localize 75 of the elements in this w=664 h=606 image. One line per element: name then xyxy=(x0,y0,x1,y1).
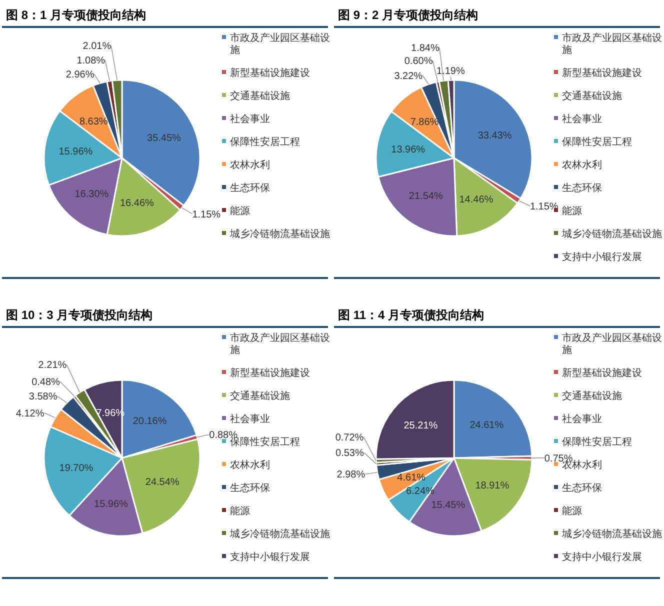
legend-label: 社会事业 xyxy=(230,113,270,125)
data-label: 3.58% xyxy=(28,392,58,403)
data-label: 16.30% xyxy=(74,189,109,200)
data-label: 18.91% xyxy=(475,480,510,492)
legend-label: 农林水利 xyxy=(230,159,270,171)
data-label: 15.45% xyxy=(431,500,466,511)
legend-label: 市政及产业园区基础设施 xyxy=(230,332,330,356)
legend-label: 能源 xyxy=(562,505,582,517)
data-label: 15.96% xyxy=(58,146,93,158)
data-label: 1.15% xyxy=(192,209,221,220)
data-label: 33.43% xyxy=(478,130,512,142)
legend-label: 农林水利 xyxy=(562,459,602,471)
legend-label: 新型基础设施建设 xyxy=(230,67,310,79)
legend-label: 农林水利 xyxy=(562,159,602,171)
legend-label: 生态环保 xyxy=(230,182,270,194)
legend-label: 交通基础设施 xyxy=(562,90,622,102)
legend-label: 支持中小银行发展 xyxy=(562,251,642,263)
data-label: 0.53% xyxy=(336,448,364,460)
data-label: 1.19% xyxy=(436,66,465,78)
chart-title: 图 9：2 月专项债投向结构 xyxy=(338,8,478,22)
legend-label: 新型基础设施建设 xyxy=(562,67,642,79)
data-label: 19.70% xyxy=(59,463,94,474)
data-label: 25.21% xyxy=(404,420,438,432)
legend-label: 生态环保 xyxy=(562,182,602,194)
legend-label: 交通基础设施 xyxy=(230,390,290,402)
legend-label: 保障性安居工程 xyxy=(562,136,632,148)
legend-label: 交通基础设施 xyxy=(562,390,622,402)
data-label: 1.84% xyxy=(411,42,440,54)
chart-title: 图 10：3 月专项债投向结构 xyxy=(6,308,153,322)
legend-label: 农林水利 xyxy=(230,459,270,471)
data-label: 1.08% xyxy=(76,55,106,66)
legend-label: 城乡冷链物流基础设施 xyxy=(561,228,662,240)
legend-label: 社会事业 xyxy=(230,413,270,425)
legend-label: 能源 xyxy=(230,205,250,217)
data-label: 2.01% xyxy=(82,40,112,52)
legend-label: 城乡冷链物流基础设施 xyxy=(229,528,330,540)
legend-label: 支持中小银行发展 xyxy=(230,551,310,563)
legend-label: 保障性安居工程 xyxy=(230,136,300,148)
data-label: 3.22% xyxy=(394,70,423,82)
legend-label: 能源 xyxy=(230,505,250,517)
data-label: 0.60% xyxy=(404,56,433,68)
legend-label: 城乡冷链物流基础设施 xyxy=(561,528,662,540)
data-label: 2.96% xyxy=(66,70,94,81)
legend-label: 新型基础设施建设 xyxy=(230,367,310,379)
data-label: 13.96% xyxy=(391,144,426,156)
data-label: 14.46% xyxy=(459,194,494,206)
data-label: 20.16% xyxy=(132,416,167,427)
chart-title: 图 11：4 月专项债投向结构 xyxy=(338,308,484,322)
data-label: 24.61% xyxy=(470,420,504,431)
legend-label: 支持中小银行发展 xyxy=(562,551,642,563)
legend-label: 保障性安居工程 xyxy=(562,436,632,448)
data-label: 24.54% xyxy=(145,477,180,488)
legend-label: 市政及产业园区基础设施 xyxy=(562,332,662,356)
data-label: 1.15% xyxy=(530,202,558,213)
chart-title: 图 8：1 月专项债投向结构 xyxy=(6,8,146,22)
data-label: 35.45% xyxy=(147,132,182,144)
legend-label: 市政及产业园区基础设施 xyxy=(562,32,662,56)
data-label: 8.63% xyxy=(79,116,108,128)
data-label: 0.48% xyxy=(32,376,60,388)
legend-label: 社会事业 xyxy=(562,113,602,125)
legend-label: 城乡冷链物流基础设施 xyxy=(229,228,330,240)
data-label: 16.46% xyxy=(120,198,154,209)
data-label: 2.98% xyxy=(336,470,366,481)
legend-label: 新型基础设施建设 xyxy=(562,367,642,379)
legend-label: 生态环保 xyxy=(230,482,270,494)
data-label: 4.12% xyxy=(16,408,44,420)
legend-label: 能源 xyxy=(562,205,582,217)
legend-label: 社会事业 xyxy=(562,413,602,425)
data-label: 21.54% xyxy=(408,190,443,202)
legend-label: 市政及产业园区基础设施 xyxy=(230,32,330,56)
data-label: 15.96% xyxy=(94,498,128,510)
legend-label: 交通基础设施 xyxy=(230,90,290,102)
data-label: 0.72% xyxy=(335,432,364,444)
legend-label: 生态环保 xyxy=(562,482,602,494)
data-label: 2.21% xyxy=(38,360,67,372)
